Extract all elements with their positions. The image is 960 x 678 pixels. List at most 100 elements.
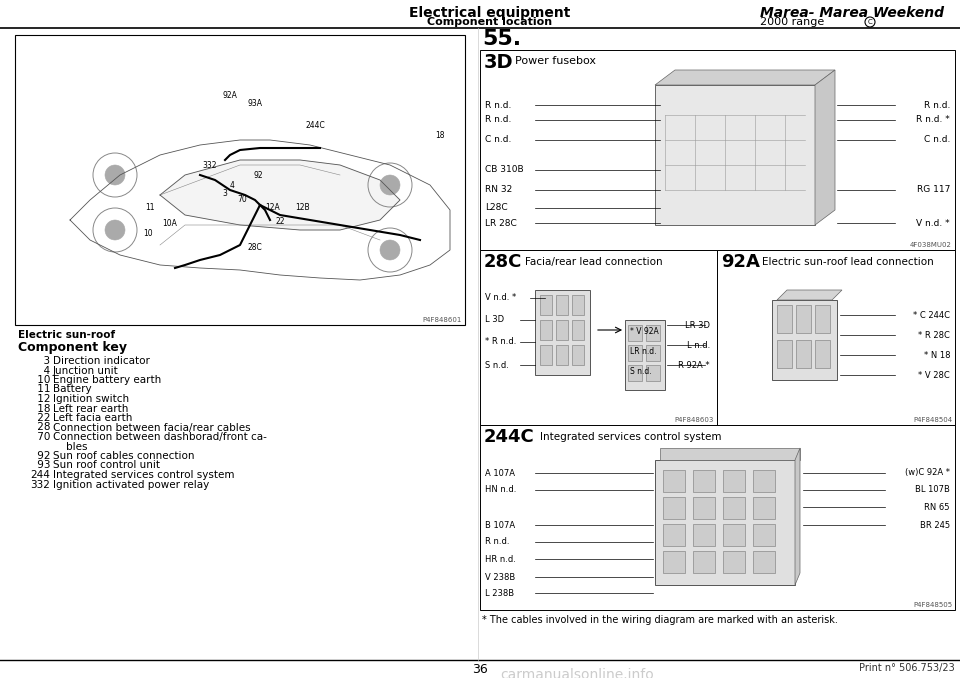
Text: 36: 36 — [472, 663, 488, 676]
Text: CB 310B: CB 310B — [485, 165, 523, 174]
Text: 93: 93 — [34, 460, 50, 471]
Circle shape — [105, 220, 125, 240]
Text: B 107A: B 107A — [485, 521, 516, 530]
Bar — [777, 340, 792, 368]
Bar — [540, 345, 552, 365]
Text: RG 117: RG 117 — [917, 186, 950, 195]
Bar — [723, 470, 745, 492]
Text: Facia/rear lead connection: Facia/rear lead connection — [525, 257, 662, 267]
Bar — [535, 290, 590, 375]
Bar — [625, 320, 665, 390]
Text: Integrated services control system: Integrated services control system — [540, 432, 722, 442]
Text: LR 28C: LR 28C — [485, 218, 516, 228]
Text: 4F038MU02: 4F038MU02 — [910, 242, 952, 248]
Bar — [480, 50, 955, 250]
Text: Component location: Component location — [427, 17, 553, 27]
Bar — [815, 340, 830, 368]
Text: 244C: 244C — [305, 121, 324, 130]
Circle shape — [105, 165, 125, 185]
Text: 92: 92 — [253, 170, 263, 180]
Polygon shape — [160, 160, 400, 230]
Text: 11: 11 — [145, 203, 155, 212]
Bar — [556, 345, 568, 365]
Text: 70: 70 — [34, 432, 50, 442]
Polygon shape — [655, 70, 835, 85]
Text: 12: 12 — [34, 394, 50, 404]
Text: 10: 10 — [143, 228, 153, 237]
Text: 92A: 92A — [721, 253, 760, 271]
Text: P4F848603: P4F848603 — [675, 417, 714, 423]
Text: * N 18: * N 18 — [924, 351, 950, 359]
Text: Battery: Battery — [53, 384, 91, 395]
Bar — [693, 497, 715, 519]
Text: Marea- Marea Weekend: Marea- Marea Weekend — [760, 6, 944, 20]
Bar — [796, 340, 811, 368]
Bar — [753, 524, 775, 546]
Bar — [717, 250, 955, 425]
Bar — [628, 325, 642, 341]
Text: * R 28C: * R 28C — [918, 330, 950, 340]
Text: 3D: 3D — [484, 53, 514, 72]
Text: P4F848504: P4F848504 — [913, 417, 952, 423]
Text: 332: 332 — [203, 161, 217, 170]
Text: L 238B: L 238B — [485, 589, 515, 597]
Text: 70: 70 — [237, 195, 247, 205]
Bar — [540, 320, 552, 340]
Bar — [646, 345, 660, 361]
Text: RN 65: RN 65 — [924, 502, 950, 511]
Text: 332: 332 — [30, 479, 50, 490]
Bar — [753, 470, 775, 492]
Bar — [572, 295, 584, 315]
Text: 93A: 93A — [248, 98, 262, 108]
Text: Junction unit: Junction unit — [53, 365, 119, 376]
Text: 55.: 55. — [482, 29, 521, 49]
Bar — [572, 320, 584, 340]
Text: bles: bles — [53, 441, 87, 452]
Text: LR 3D: LR 3D — [685, 321, 710, 330]
Text: 10A: 10A — [162, 218, 178, 228]
Text: V 238B: V 238B — [485, 572, 516, 582]
Text: P4F848601: P4F848601 — [422, 317, 462, 323]
Bar — [663, 524, 685, 546]
Text: C n.d.: C n.d. — [485, 136, 512, 144]
Text: S n.d.: S n.d. — [630, 367, 652, 376]
Text: Engine battery earth: Engine battery earth — [53, 375, 161, 385]
Text: * The cables involved in the wiring diagram are marked with an asterisk.: * The cables involved in the wiring diag… — [482, 615, 838, 625]
Text: 92: 92 — [34, 451, 50, 461]
Bar — [663, 470, 685, 492]
Bar — [815, 305, 830, 333]
Circle shape — [380, 240, 400, 260]
Text: Ignition switch: Ignition switch — [53, 394, 130, 404]
Text: L n.d.: L n.d. — [686, 340, 710, 349]
Text: BR 245: BR 245 — [920, 521, 950, 530]
Polygon shape — [660, 448, 800, 460]
Text: * R n.d.: * R n.d. — [485, 338, 516, 346]
Bar — [480, 250, 717, 425]
Polygon shape — [815, 70, 835, 225]
Text: R n.d.: R n.d. — [485, 115, 512, 125]
Text: * V 28C: * V 28C — [919, 370, 950, 380]
Circle shape — [380, 175, 400, 195]
Text: 28C: 28C — [484, 253, 522, 271]
Bar — [723, 551, 745, 573]
Text: Sun roof control unit: Sun roof control unit — [53, 460, 160, 471]
Text: Component key: Component key — [18, 341, 127, 354]
Text: 4: 4 — [229, 182, 234, 191]
Text: V n.d. *: V n.d. * — [485, 294, 516, 302]
Text: (w)C 92A *: (w)C 92A * — [905, 468, 950, 477]
Text: 10: 10 — [34, 375, 50, 385]
Polygon shape — [795, 448, 800, 585]
Text: R n.d. *: R n.d. * — [916, 115, 950, 125]
Text: 28C: 28C — [248, 243, 262, 252]
Bar — [777, 305, 792, 333]
Text: Electric sun-roof lead connection: Electric sun-roof lead connection — [762, 257, 934, 267]
Text: Connection between dashborad/front ca-: Connection between dashborad/front ca- — [53, 432, 267, 442]
Text: HN n.d.: HN n.d. — [485, 485, 516, 494]
Text: RN 32: RN 32 — [485, 186, 513, 195]
Text: R n.d.: R n.d. — [485, 538, 510, 546]
Text: * V 92A: * V 92A — [630, 327, 659, 336]
Text: 244C: 244C — [484, 428, 535, 446]
Text: 22: 22 — [34, 413, 50, 423]
Text: carmanualsonline.info: carmanualsonline.info — [500, 668, 654, 678]
Text: 2000 range: 2000 range — [760, 17, 825, 27]
